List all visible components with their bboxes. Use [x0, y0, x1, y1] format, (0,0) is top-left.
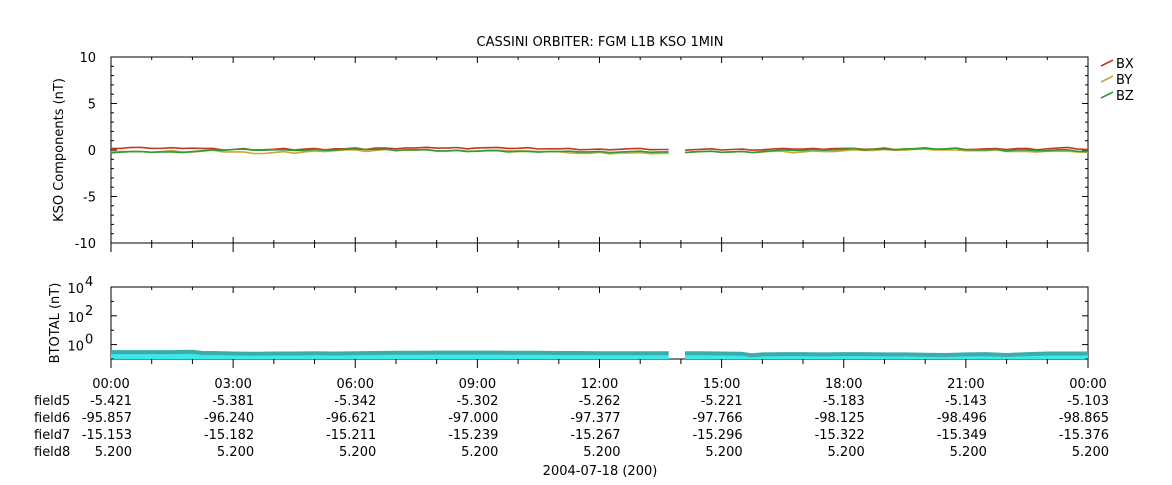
chart-title: CASSINI ORBITER: FGM L1B KSO 1MIN — [477, 35, 724, 50]
x-tick-label: 15:00 — [703, 377, 740, 392]
ephemeris-value: 5.200 — [339, 445, 376, 460]
ephemeris-value: -5.262 — [579, 394, 621, 409]
ephemeris-value: -97.377 — [570, 411, 620, 426]
x-tick-label: 12:00 — [581, 377, 618, 392]
log-tick-base: 10 — [67, 282, 84, 297]
ephemeris-table: field5 -5.421 -5.381 -5.342 -5.302 -5.262 -5.2… — [34, 394, 1109, 460]
ephemeris-value: -5.421 — [90, 394, 132, 409]
ephemeris-value: -15.296 — [692, 428, 742, 443]
components-series-group — [110, 146, 1089, 155]
btotal-line-segment-1 — [685, 351, 1088, 358]
ephemeris-value: 5.200 — [95, 445, 132, 460]
btotal-line-segment-0 — [111, 349, 669, 356]
legend-label-bz: BZ — [1116, 89, 1134, 104]
log-tick-base: 10 — [67, 340, 84, 355]
log-tick-exponent: 4 — [85, 275, 93, 290]
ephemeris-value: -97.000 — [448, 411, 498, 426]
ephemeris-value: -15.267 — [570, 428, 620, 443]
y-tick-label: -5 — [83, 191, 96, 206]
ephemeris-value: -15.349 — [937, 428, 987, 443]
ephemeris-value: 5.200 — [217, 445, 254, 460]
ephemeris-value: -98.496 — [937, 411, 987, 426]
ephemeris-value: -5.183 — [823, 394, 865, 409]
ephemeris-row-name: field7 — [34, 428, 70, 443]
y-tick-label: 5 — [88, 98, 96, 113]
ephemeris-value: -5.103 — [1067, 394, 1109, 409]
ephemeris-value: 5.200 — [461, 445, 498, 460]
ephemeris-value: -98.125 — [815, 411, 865, 426]
series-line-bx — [111, 146, 1089, 152]
ephemeris-value: -5.143 — [945, 394, 987, 409]
ephemeris-value: -15.153 — [82, 428, 132, 443]
log-tick-base: 10 — [67, 311, 84, 326]
ephemeris-value: -15.182 — [204, 428, 254, 443]
legend-swatch-bx — [1100, 59, 1114, 67]
legend-label-bx: BX — [1116, 57, 1134, 72]
series-line-bz — [110, 147, 1088, 154]
ephemeris-value: -15.376 — [1059, 428, 1109, 443]
x-tick-label: 18:00 — [825, 377, 862, 392]
x-axis-tick-labels: 00:00 03:00 06:00 09:00 12:00 15:00 18:00 21:00… — [92, 377, 1106, 392]
ephemeris-value: 5.200 — [583, 445, 620, 460]
x-tick-label: 00:00 — [92, 377, 129, 392]
ephemeris-value: -5.342 — [334, 394, 376, 409]
legend-swatch-bz — [1100, 91, 1114, 99]
ephemeris-value: 5.200 — [1072, 445, 1109, 460]
ephemeris-value: 5.200 — [950, 445, 987, 460]
btotal-y-axis-label: BTOTAL (nT) — [48, 283, 63, 364]
components-y-axis-label: KSO Components (nT) — [52, 78, 67, 222]
y-tick-label: 0 — [88, 144, 96, 159]
ephemeris-value: -15.322 — [815, 428, 865, 443]
ephemeris-row-name: field5 — [34, 394, 70, 409]
ephemeris-value: -5.381 — [212, 394, 254, 409]
legend-swatch-by — [1100, 75, 1114, 83]
x-tick-label: 00:00 — [1069, 377, 1106, 392]
ephemeris-value: -5.302 — [456, 394, 498, 409]
y-tick-label: -10 — [75, 237, 96, 252]
ephemeris-value: -96.621 — [326, 411, 376, 426]
ephemeris-row-name: field6 — [34, 411, 70, 426]
btotal-series-group — [111, 349, 1088, 359]
log-tick-exponent: 0 — [85, 333, 93, 348]
x-tick-label: 09:00 — [459, 377, 496, 392]
x-tick-label: 21:00 — [947, 377, 984, 392]
ephemeris-value: -15.239 — [448, 428, 498, 443]
ephemeris-value: -96.240 — [204, 411, 254, 426]
components-panel-ticks: 10 5 0 -5 -10 — [75, 51, 1089, 252]
ephemeris-row-name: field8 — [34, 445, 70, 460]
log-tick-exponent: 2 — [85, 304, 93, 319]
x-axis-date-label: 2004-07-18 (200) — [543, 464, 658, 479]
ephemeris-value: -97.766 — [692, 411, 742, 426]
y-tick-label: 10 — [79, 51, 96, 66]
ephemeris-value: -15.211 — [326, 428, 376, 443]
ephemeris-value: -98.865 — [1059, 411, 1109, 426]
ephemeris-value: 5.200 — [705, 445, 742, 460]
x-tick-label: 03:00 — [214, 377, 251, 392]
btotal-panel-frame — [110, 286, 1089, 360]
ephemeris-value: -95.857 — [82, 411, 132, 426]
ephemeris-value: 5.200 — [828, 445, 865, 460]
ephemeris-value: -5.221 — [701, 394, 743, 409]
x-tick-label: 06:00 — [337, 377, 374, 392]
legend-label-by: BY — [1116, 73, 1132, 88]
